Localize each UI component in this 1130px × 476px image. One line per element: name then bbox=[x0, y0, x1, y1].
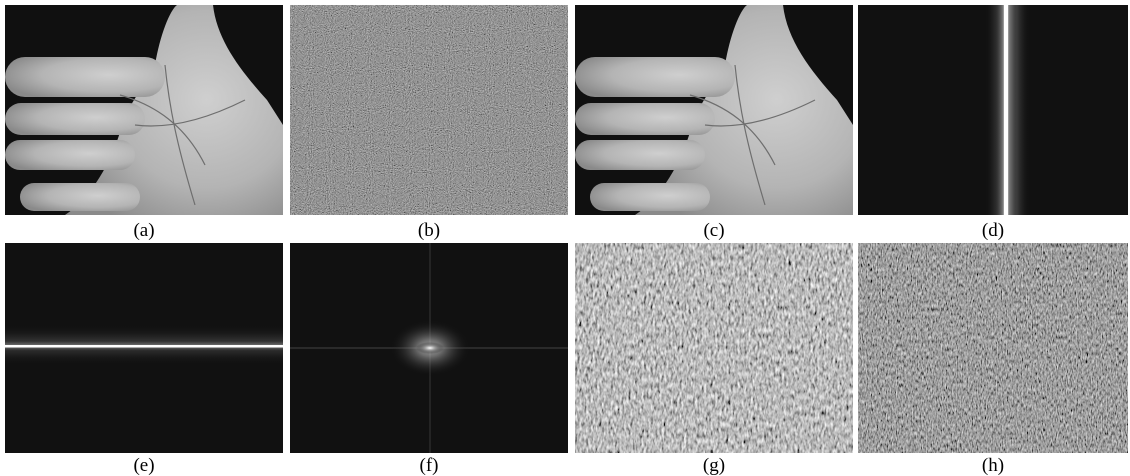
panel-c bbox=[575, 5, 853, 215]
page: {"figure": {"panels": [ {"caption": "(a)… bbox=[0, 0, 1130, 476]
caption: (d) bbox=[982, 220, 1004, 241]
panel-e bbox=[5, 243, 283, 453]
caption: (c) bbox=[703, 220, 724, 241]
caption: (e) bbox=[133, 455, 154, 476]
panel-h bbox=[858, 243, 1128, 453]
caption: (f) bbox=[420, 455, 439, 476]
caption: (h) bbox=[982, 455, 1004, 476]
caption: (g) bbox=[703, 455, 725, 476]
panel-f bbox=[290, 243, 568, 453]
caption: (b) bbox=[418, 220, 440, 241]
panel-b bbox=[290, 5, 568, 215]
panel-g bbox=[575, 243, 853, 453]
figure: (a) (b) (c) (d) (e) (f) (g) (h) bbox=[0, 0, 1130, 476]
panel-a bbox=[5, 5, 283, 215]
panel-d bbox=[858, 5, 1128, 215]
caption: (a) bbox=[133, 220, 154, 241]
